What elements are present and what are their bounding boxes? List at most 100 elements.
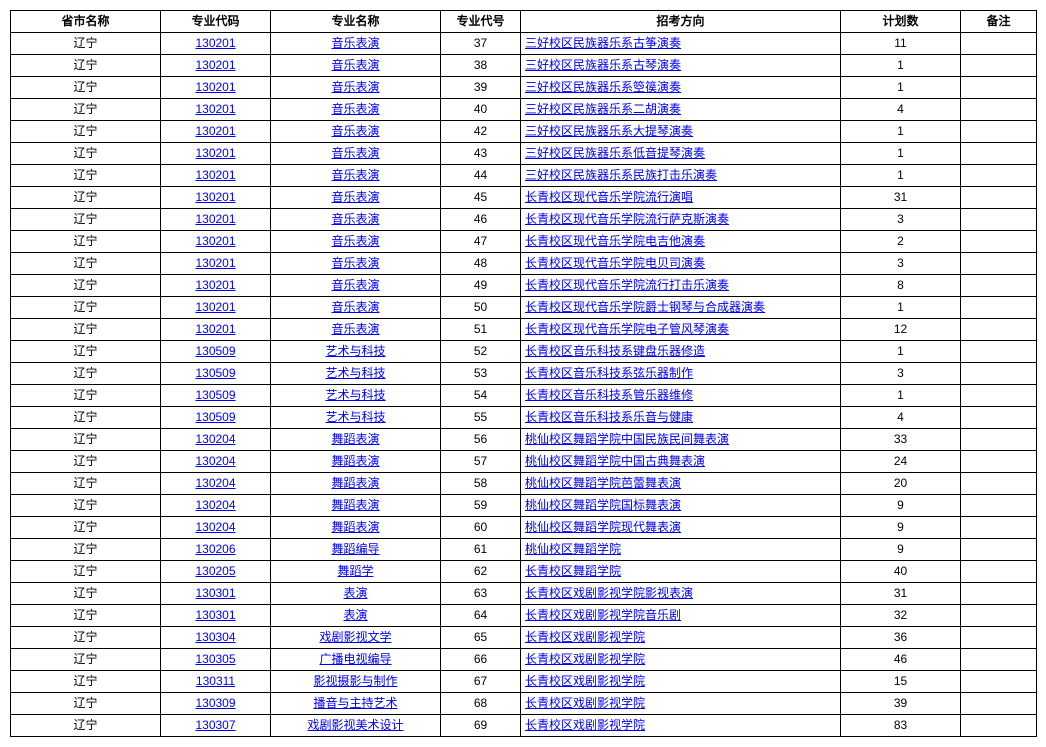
majorCode-link[interactable]: 130509	[195, 366, 235, 380]
majorName-link[interactable]: 音乐表演	[331, 212, 379, 226]
majorName-link[interactable]: 音乐表演	[331, 278, 379, 292]
direction-link[interactable]: 桃仙校区舞蹈学院芭蕾舞表演	[525, 476, 681, 490]
majorCode-link[interactable]: 130201	[195, 234, 235, 248]
direction-link[interactable]: 长青校区现代音乐学院流行演唱	[525, 190, 693, 204]
majorCode-link[interactable]: 130201	[195, 190, 235, 204]
majorName-link[interactable]: 音乐表演	[331, 300, 379, 314]
majorCode-link[interactable]: 130201	[195, 80, 235, 94]
cell-majorName: 音乐表演	[271, 55, 441, 77]
majorName-link[interactable]: 广播电视编导	[319, 652, 391, 666]
majorName-link[interactable]: 音乐表演	[331, 168, 379, 182]
majorName-link[interactable]: 表演	[343, 608, 367, 622]
majorCode-link[interactable]: 130304	[195, 630, 235, 644]
majorCode-link[interactable]: 130201	[195, 124, 235, 138]
cell-direction: 长青校区戏剧影视学院音乐剧	[521, 605, 841, 627]
majorName-link[interactable]: 舞蹈表演	[331, 432, 379, 446]
direction-link[interactable]: 长青校区现代音乐学院电贝司演奏	[525, 256, 705, 270]
majorName-link[interactable]: 舞蹈表演	[331, 520, 379, 534]
majorCode-link[interactable]: 130204	[195, 476, 235, 490]
majorName-link[interactable]: 音乐表演	[331, 190, 379, 204]
majorCode-link[interactable]: 130201	[195, 212, 235, 226]
majorCode-link[interactable]: 130201	[195, 146, 235, 160]
majorCode-link[interactable]: 130201	[195, 168, 235, 182]
majorCode-link[interactable]: 130309	[195, 696, 235, 710]
direction-link[interactable]: 长青校区现代音乐学院爵士钢琴与合成器演奏	[525, 300, 765, 314]
majorName-link[interactable]: 音乐表演	[331, 124, 379, 138]
majorCode-link[interactable]: 130201	[195, 300, 235, 314]
majorCode-link[interactable]: 130201	[195, 322, 235, 336]
direction-link[interactable]: 长青校区戏剧影视学院	[525, 652, 645, 666]
majorCode-link[interactable]: 130509	[195, 344, 235, 358]
majorCode-link[interactable]: 130201	[195, 58, 235, 72]
direction-link[interactable]: 长青校区戏剧影视学院音乐剧	[525, 608, 681, 622]
majorName-link[interactable]: 音乐表演	[331, 36, 379, 50]
majorCode-link[interactable]: 130204	[195, 454, 235, 468]
majorName-link[interactable]: 舞蹈学	[337, 564, 373, 578]
direction-link[interactable]: 长青校区舞蹈学院	[525, 564, 621, 578]
majorName-link[interactable]: 音乐表演	[331, 322, 379, 336]
majorCode-link[interactable]: 130201	[195, 36, 235, 50]
majorName-link[interactable]: 音乐表演	[331, 80, 379, 94]
direction-link[interactable]: 长青校区现代音乐学院电吉他演奏	[525, 234, 705, 248]
majorName-link[interactable]: 艺术与科技	[325, 388, 385, 402]
direction-link[interactable]: 桃仙校区舞蹈学院	[525, 542, 621, 556]
direction-link[interactable]: 长青校区现代音乐学院流行萨克斯演奏	[525, 212, 729, 226]
majorCode-link[interactable]: 130311	[196, 674, 235, 688]
majorName-link[interactable]: 艺术与科技	[325, 410, 385, 424]
majorName-link[interactable]: 影视摄影与制作	[313, 674, 397, 688]
direction-link[interactable]: 三好校区民族器乐系低音提琴演奏	[525, 146, 705, 160]
direction-link[interactable]: 长青校区戏剧影视学院	[525, 718, 645, 732]
majorCode-link[interactable]: 130206	[195, 542, 235, 556]
majorCode-link[interactable]: 130205	[195, 564, 235, 578]
direction-link[interactable]: 桃仙校区舞蹈学院中国古典舞表演	[525, 454, 705, 468]
majorName-link[interactable]: 舞蹈编导	[331, 542, 379, 556]
direction-link[interactable]: 桃仙校区舞蹈学院国标舞表演	[525, 498, 681, 512]
majorCode-link[interactable]: 130301	[195, 586, 235, 600]
direction-link[interactable]: 长青校区音乐科技系键盘乐器修造	[525, 344, 705, 358]
majorName-link[interactable]: 音乐表演	[331, 146, 379, 160]
direction-link[interactable]: 长青校区戏剧影视学院	[525, 630, 645, 644]
majorName-link[interactable]: 戏剧影视美术设计	[307, 718, 403, 732]
majorCode-link[interactable]: 130204	[195, 498, 235, 512]
direction-link[interactable]: 长青校区戏剧影视学院影视表演	[525, 586, 693, 600]
direction-link[interactable]: 桃仙校区舞蹈学院中国民族民间舞表演	[525, 432, 729, 446]
majorCode-link[interactable]: 130201	[195, 256, 235, 270]
direction-link[interactable]: 长青校区音乐科技系乐音与健康	[525, 410, 693, 424]
majorCode-link[interactable]: 130509	[195, 388, 235, 402]
majorName-link[interactable]: 音乐表演	[331, 58, 379, 72]
direction-link[interactable]: 长青校区戏剧影视学院	[525, 674, 645, 688]
majorName-link[interactable]: 艺术与科技	[325, 344, 385, 358]
majorName-link[interactable]: 音乐表演	[331, 102, 379, 116]
majorCode-link[interactable]: 130307	[195, 718, 235, 732]
majorName-link[interactable]: 艺术与科技	[325, 366, 385, 380]
majorName-link[interactable]: 戏剧影视文学	[319, 630, 391, 644]
direction-link[interactable]: 三好校区民族器乐系大提琴演奏	[525, 124, 693, 138]
majorName-link[interactable]: 表演	[343, 586, 367, 600]
direction-link[interactable]: 三好校区民族器乐系古筝演奏	[525, 36, 681, 50]
direction-link[interactable]: 长青校区音乐科技系弦乐器制作	[525, 366, 693, 380]
direction-link[interactable]: 长青校区音乐科技系管乐器维修	[525, 388, 693, 402]
majorName-link[interactable]: 音乐表演	[331, 256, 379, 270]
majorName-link[interactable]: 舞蹈表演	[331, 498, 379, 512]
direction-link[interactable]: 三好校区民族器乐系二胡演奏	[525, 102, 681, 116]
direction-link[interactable]: 长青校区现代音乐学院电子管风琴演奏	[525, 322, 729, 336]
direction-link[interactable]: 长青校区现代音乐学院流行打击乐演奏	[525, 278, 729, 292]
majorName-link[interactable]: 播音与主持艺术	[313, 696, 397, 710]
majorName-link[interactable]: 音乐表演	[331, 234, 379, 248]
direction-link[interactable]: 三好校区民族器乐系古琴演奏	[525, 58, 681, 72]
majorCode-link[interactable]: 130201	[195, 102, 235, 116]
cell-majorName: 广播电视编导	[271, 649, 441, 671]
direction-link[interactable]: 三好校区民族器乐系民族打击乐演奏	[525, 168, 717, 182]
majorName-link[interactable]: 舞蹈表演	[331, 454, 379, 468]
cell-remark	[961, 605, 1037, 627]
majorCode-link[interactable]: 130305	[195, 652, 235, 666]
majorCode-link[interactable]: 130204	[195, 520, 235, 534]
majorCode-link[interactable]: 130201	[195, 278, 235, 292]
majorCode-link[interactable]: 130204	[195, 432, 235, 446]
direction-link[interactable]: 长青校区戏剧影视学院	[525, 696, 645, 710]
direction-link[interactable]: 三好校区民族器乐系箜篌演奏	[525, 80, 681, 94]
direction-link[interactable]: 桃仙校区舞蹈学院现代舞表演	[525, 520, 681, 534]
majorCode-link[interactable]: 130509	[195, 410, 235, 424]
majorName-link[interactable]: 舞蹈表演	[331, 476, 379, 490]
majorCode-link[interactable]: 130301	[195, 608, 235, 622]
